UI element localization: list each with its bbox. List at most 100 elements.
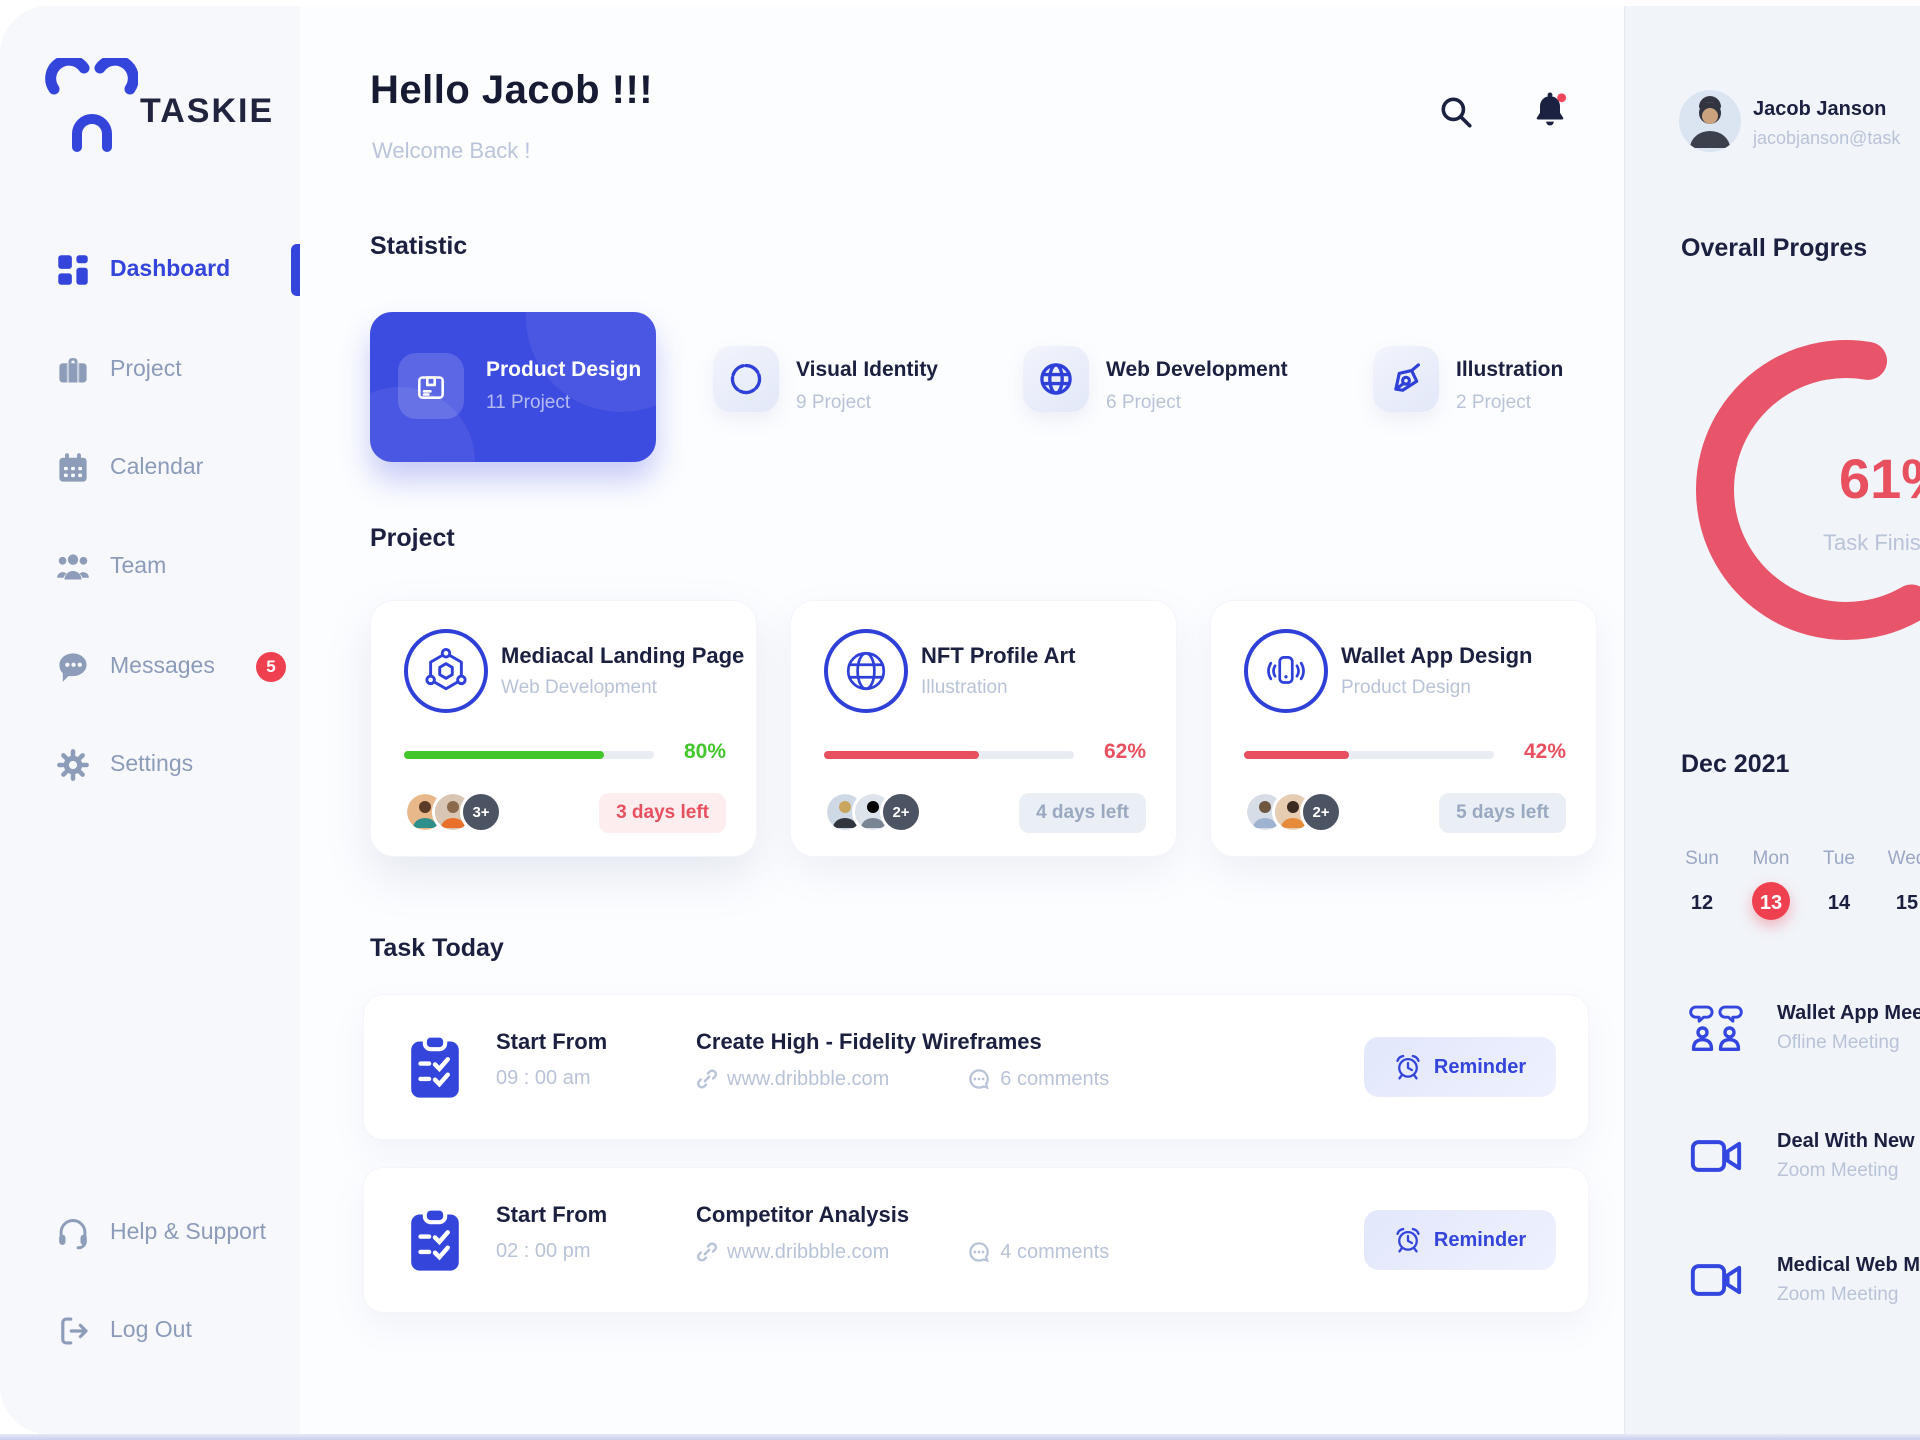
- overall-percent: 61%: [1839, 447, 1920, 510]
- briefcase-icon: [56, 353, 90, 387]
- progress-track: [824, 751, 1074, 759]
- molecule-icon: [404, 629, 488, 713]
- progress-fill: [1244, 751, 1349, 759]
- task-meta: www.dribbble.com 6 comments: [696, 1067, 1109, 1091]
- meeting-type: Zoom Meeting: [1777, 1284, 1899, 1305]
- reminder-label: Reminder: [1433, 1228, 1527, 1251]
- task-meta: www.dribbble.com 4 comments: [696, 1240, 1109, 1264]
- meeting-item[interactable]: Wallet App Mee Ofline Meeting: [1625, 992, 1920, 1092]
- overall-progress-ring: [1696, 340, 1920, 640]
- stat-card-illustration[interactable]: Illustration 2 Project: [1373, 312, 1623, 462]
- task-link[interactable]: www.dribbble.com: [727, 1067, 890, 1090]
- stat-card-count: 6 Project: [1106, 392, 1181, 413]
- project-category: Product Design: [1341, 677, 1471, 698]
- project-card[interactable]: Wallet App Design Product Design 42% 2+ …: [1210, 600, 1597, 857]
- task-today-heading: Task Today: [370, 934, 504, 962]
- task-comments: 4 comments: [1000, 1240, 1110, 1263]
- project-category: Web Development: [501, 677, 657, 698]
- task-time: 09 : 00 am: [496, 1067, 591, 1089]
- people-chat-icon: [1689, 1002, 1743, 1061]
- sidebar-item-calendar[interactable]: Calendar: [0, 440, 300, 496]
- progress-percent: 62%: [1103, 740, 1146, 763]
- due-pill: 4 days left: [1019, 793, 1146, 833]
- project-title: Mediacal Landing Page: [501, 643, 745, 668]
- page-greeting: Hello Jacob !!!: [370, 68, 654, 112]
- overall-ring-arc: [1696, 340, 1920, 640]
- calendar-dow: Wed: [1887, 848, 1920, 869]
- task-comments: 6 comments: [1000, 1067, 1110, 1090]
- reminder-button[interactable]: Reminder: [1364, 1037, 1556, 1097]
- progress-track: [1244, 751, 1494, 759]
- sidebar-item-label: Project: [110, 355, 182, 381]
- team-icon: [56, 550, 90, 584]
- calendar-day[interactable]: 15: [1895, 892, 1919, 914]
- sidebar-item-messages[interactable]: Messages 5: [0, 639, 300, 695]
- sidebar-item-team[interactable]: Team: [0, 539, 300, 595]
- stat-card-title: Illustration: [1456, 358, 1564, 381]
- sidebar-item-label: Dashboard: [110, 255, 231, 281]
- task-link[interactable]: www.dribbble.com: [727, 1240, 890, 1263]
- meeting-item[interactable]: Medical Web M Zoom Meeting: [1625, 1244, 1920, 1344]
- meeting-title: Deal With New: [1777, 1130, 1915, 1152]
- phone-vibrate-icon: [1244, 629, 1328, 713]
- app-title: TASKIE: [140, 92, 275, 130]
- task-start-label: Start From: [496, 1029, 608, 1054]
- sidebar: TASKIE Dashboard Project: [0, 6, 300, 1434]
- extra-members-chip: 2+: [880, 791, 922, 833]
- sidebar-item-help-support[interactable]: Help & Support: [0, 1205, 300, 1261]
- video-camera-icon: [1689, 1258, 1743, 1307]
- statistic-heading: Statistic: [370, 232, 468, 260]
- meeting-title: Medical Web M: [1777, 1254, 1920, 1276]
- task-row[interactable]: Start From 02 : 00 pm Competitor Analysi…: [363, 1167, 1589, 1313]
- project-title: Wallet App Design: [1341, 643, 1533, 668]
- meeting-item[interactable]: Deal With New Zoom Meeting: [1625, 1120, 1920, 1220]
- calendar-dow: Mon: [1752, 848, 1790, 869]
- project-card[interactable]: Mediacal Landing Page Web Development 80…: [370, 600, 757, 857]
- progress-fill: [404, 751, 604, 759]
- extra-members-chip: 3+: [460, 791, 502, 833]
- right-panel: Jacob Janson jacobjanson@task Overall Pr…: [1624, 6, 1920, 1434]
- sidebar-item-logout[interactable]: Log Out: [0, 1303, 300, 1359]
- calendar-day[interactable]: 14: [1827, 892, 1851, 914]
- meeting-title: Wallet App Mee: [1777, 1002, 1920, 1024]
- progress-fill: [824, 751, 979, 759]
- sidebar-item-label: Team: [110, 552, 167, 578]
- sidebar-item-dashboard[interactable]: Dashboard: [0, 242, 300, 298]
- sidebar-item-settings[interactable]: Settings: [0, 737, 300, 793]
- sidebar-item-project[interactable]: Project: [0, 342, 300, 398]
- sidebar-item-label: Messages: [110, 652, 215, 678]
- link-icon: [697, 1069, 717, 1089]
- search-button[interactable]: [1438, 94, 1474, 130]
- video-camera-icon: [1689, 1134, 1743, 1183]
- grid-icon: [56, 253, 90, 287]
- stat-card-visual-identity[interactable]: Visual Identity 9 Project: [713, 312, 1003, 462]
- project-category: Illustration: [921, 677, 1008, 698]
- project-title: NFT Profile Art: [921, 643, 1076, 668]
- calendar-day[interactable]: 12: [1690, 892, 1714, 914]
- overall-progress-heading: Overall Progres: [1681, 234, 1868, 262]
- due-pill: 3 days left: [599, 793, 726, 833]
- comment-icon: [969, 1242, 990, 1263]
- progress-track: [404, 751, 654, 759]
- calendar-month: Dec 2021: [1681, 750, 1790, 778]
- app-window: TASKIE Dashboard Project: [0, 6, 1920, 1434]
- chat-icon: [56, 650, 90, 684]
- task-row[interactable]: Start From 09 : 00 am Create High - Fide…: [363, 994, 1589, 1140]
- stat-card-web-development[interactable]: Web Development 6 Project: [1023, 312, 1323, 462]
- active-indicator: [291, 244, 300, 296]
- user-avatar[interactable]: [1679, 90, 1741, 152]
- sidebar-item-label: Help & Support: [110, 1218, 266, 1244]
- project-card[interactable]: NFT Profile Art Illustration 62% 2+ 4 da…: [790, 600, 1177, 857]
- bell-icon: [1536, 92, 1567, 126]
- reminder-button[interactable]: Reminder: [1364, 1210, 1556, 1270]
- notifications-button[interactable]: [1530, 90, 1570, 130]
- swirl-icon: [713, 346, 779, 412]
- bottom-accent-line: [0, 1434, 1920, 1440]
- stat-card-product-design[interactable]: Product Design 11 Project: [370, 312, 656, 462]
- progress-percent: 42%: [1523, 740, 1566, 763]
- progress-percent: 80%: [683, 740, 726, 763]
- calendar-icon: [56, 451, 90, 485]
- calendar-selected-day-circle: [1752, 882, 1790, 920]
- gear-icon: [56, 748, 90, 782]
- calendar-day-selected[interactable]: 13: [1759, 892, 1783, 914]
